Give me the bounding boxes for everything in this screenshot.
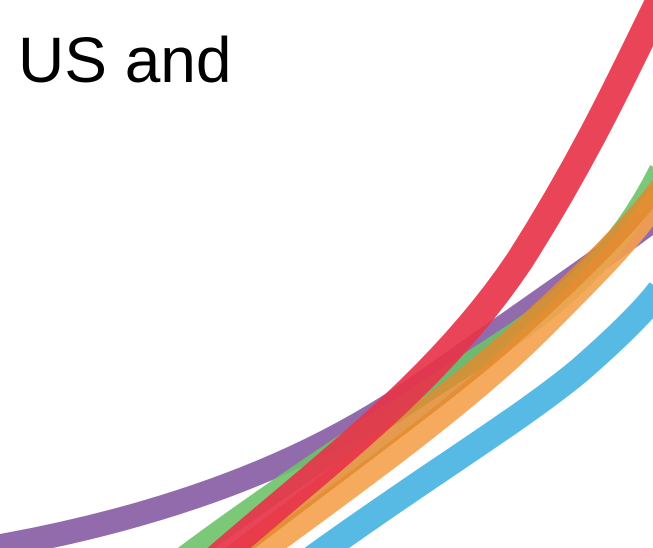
orange-stripe bbox=[246, 188, 653, 548]
red-stripe bbox=[207, 0, 653, 548]
blue-stripe bbox=[304, 282, 653, 548]
slide-title: US and bbox=[18, 24, 232, 96]
